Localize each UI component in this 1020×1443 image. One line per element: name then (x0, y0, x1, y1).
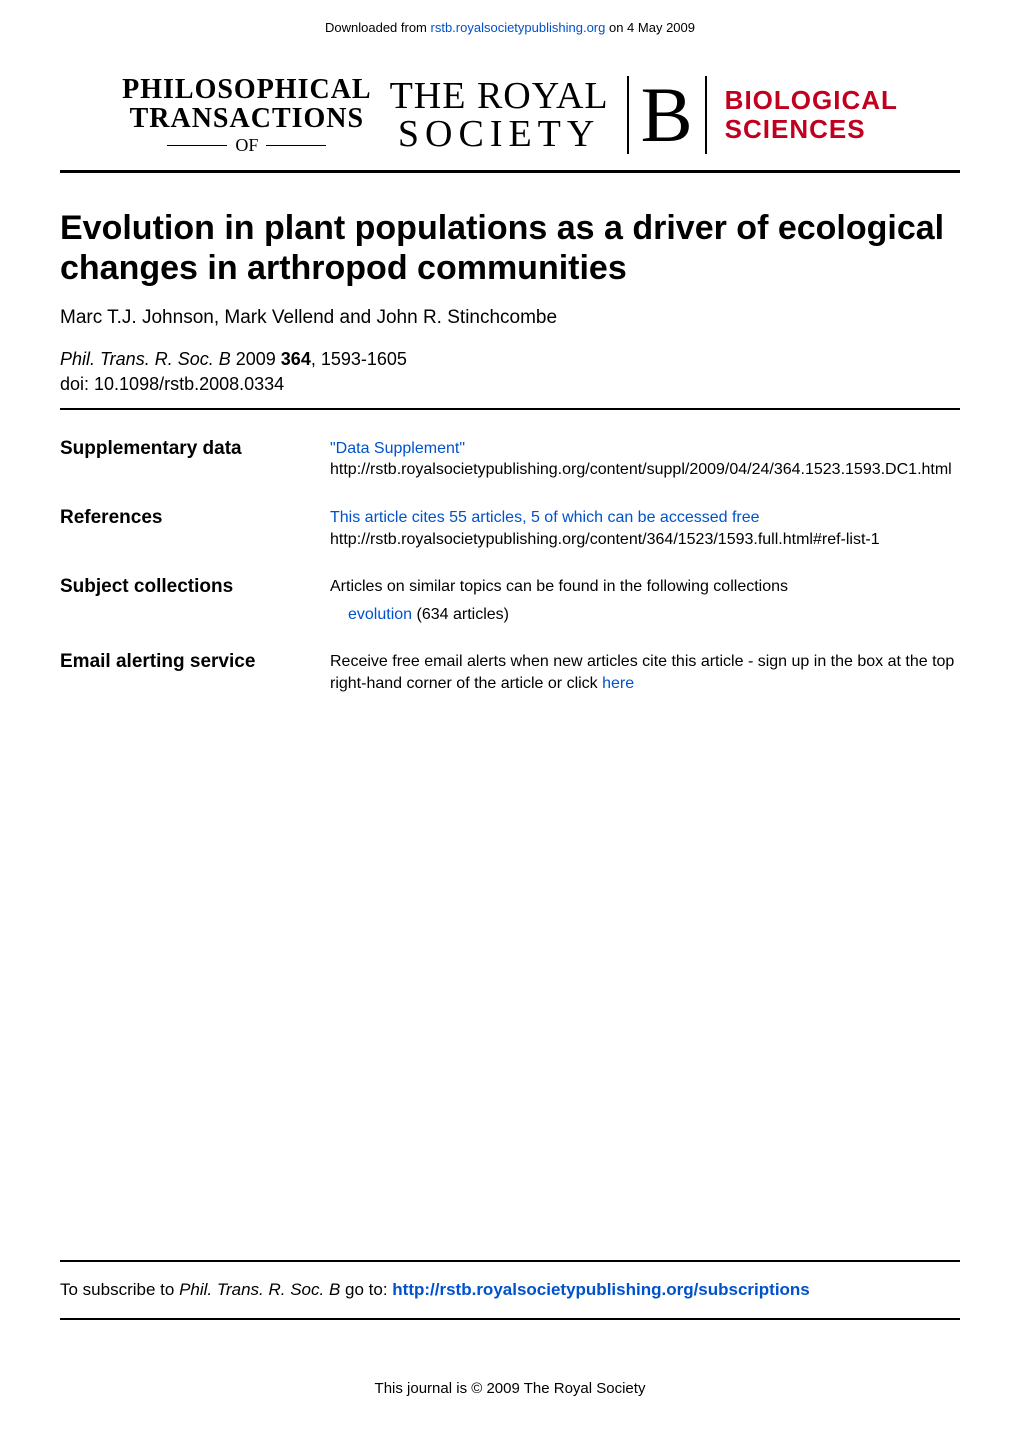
masthead-transactions: TRANSACTIONS (122, 104, 371, 133)
article-citation: Phil. Trans. R. Soc. B 2009 364, 1593-16… (60, 347, 960, 396)
download-suffix: on 4 May 2009 (605, 20, 695, 35)
masthead-biological: BIOLOGICAL (725, 86, 898, 115)
subscribe-journal: Phil. Trans. R. Soc. B (179, 1280, 340, 1299)
references-link[interactable]: This article cites 55 articles, 5 of whi… (330, 509, 760, 526)
row-references: References This article cites 55 article… (60, 507, 960, 550)
masthead-rule-right (266, 145, 326, 146)
label-subject-collections: Subject collections (60, 576, 330, 625)
download-source-link[interactable]: rstb.royalsocietypublishing.org (431, 20, 606, 35)
masthead-philosophical: PHILOSOPHICAL (122, 75, 371, 104)
label-supplementary: Supplementary data (60, 438, 330, 481)
subscribe-link[interactable]: http://rstb.royalsocietypublishing.org/s… (392, 1280, 809, 1299)
masthead-biological-sciences: BIOLOGICAL SCIENCES (725, 86, 898, 143)
divider-top (60, 408, 960, 410)
citation-journal: Phil. Trans. R. Soc. B (60, 349, 231, 369)
journal-masthead: PHILOSOPHICAL TRANSACTIONS OF THE ROYAL … (60, 75, 960, 173)
citation-volume: 364 (281, 349, 311, 369)
download-prefix: Downloaded from (325, 20, 431, 35)
supplementary-link[interactable]: "Data Supplement" (330, 440, 465, 457)
download-banner: Downloaded from rstb.royalsocietypublish… (0, 0, 1020, 45)
label-references: References (60, 507, 330, 550)
row-email-alerting: Email alerting service Receive free emai… (60, 651, 960, 694)
masthead-phil-trans: PHILOSOPHICAL TRANSACTIONS OF (122, 75, 371, 155)
article-title: Evolution in plant populations as a driv… (60, 208, 960, 290)
copyright-line: This journal is © 2009 The Royal Society (0, 1380, 1020, 1397)
subscribe-mid: go to: (340, 1280, 392, 1299)
masthead-rule-left (167, 145, 227, 146)
collection-count: (634 articles) (417, 606, 509, 623)
metadata-section: Supplementary data "Data Supplement" htt… (60, 438, 960, 695)
masthead-b-logo: B (627, 76, 707, 154)
divider-footer-bottom (60, 1318, 960, 1320)
divider-footer-top (60, 1260, 960, 1262)
masthead-of: OF (235, 136, 258, 155)
alerting-text: Receive free email alerts when new artic… (330, 653, 954, 692)
masthead-sciences: SCIENCES (725, 115, 898, 144)
supplementary-url: http://rstb.royalsocietypublishing.org/c… (330, 461, 952, 478)
collection-link-evolution[interactable]: evolution (348, 606, 412, 623)
masthead-royal-society: THE ROYAL SOCIETY (390, 77, 609, 153)
page-footer: To subscribe to Phil. Trans. R. Soc. B g… (0, 1260, 1020, 1397)
citation-year: 2009 (236, 349, 276, 369)
row-subject-collections: Subject collections Articles on similar … (60, 576, 960, 625)
subjects-intro: Articles on similar topics can be found … (330, 578, 788, 595)
masthead-society: SOCIETY (390, 115, 609, 153)
citation-pages: 1593-1605 (321, 349, 407, 369)
label-email-alerting: Email alerting service (60, 651, 330, 694)
masthead-the-royal: THE ROYAL (390, 77, 609, 115)
alerting-here-link[interactable]: here (602, 675, 634, 692)
article-authors: Marc T.J. Johnson, Mark Vellend and John… (60, 307, 960, 329)
references-url: http://rstb.royalsocietypublishing.org/c… (330, 531, 880, 548)
row-supplementary: Supplementary data "Data Supplement" htt… (60, 438, 960, 481)
subscribe-line: To subscribe to Phil. Trans. R. Soc. B g… (60, 1280, 960, 1300)
citation-doi: doi: 10.1098/rstb.2008.0334 (60, 374, 284, 394)
subscribe-prefix: To subscribe to (60, 1280, 179, 1299)
